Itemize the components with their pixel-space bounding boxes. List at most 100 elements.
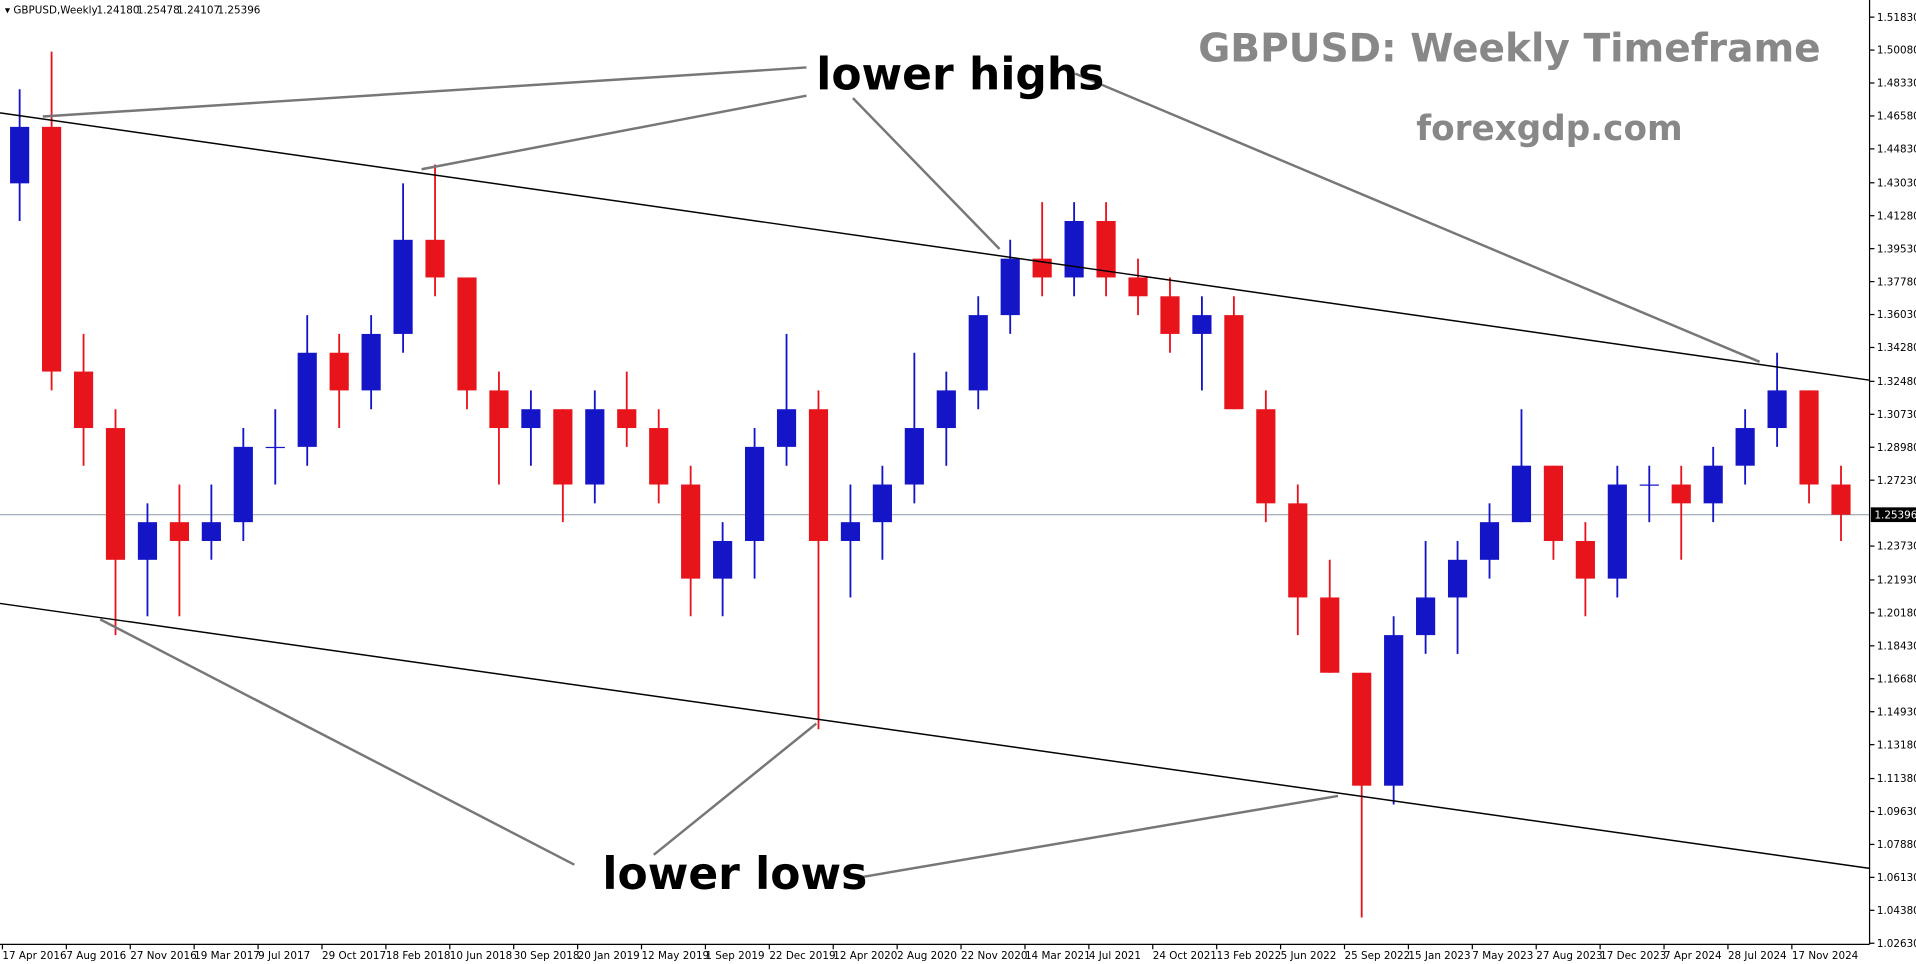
candle-body	[1799, 390, 1819, 485]
x-tick-label: 18 Feb 2018	[386, 950, 451, 962]
x-tick-label: 14 Mar 2021	[1025, 950, 1091, 962]
x-tick-label: 17 Dec 2023	[1600, 950, 1666, 962]
x-tick-label: 24 Oct 2021	[1153, 950, 1217, 962]
candle-body	[1607, 484, 1627, 579]
chart-subtitle: forexgdp.com	[1416, 109, 1682, 149]
candle-body	[776, 409, 797, 447]
candle-body	[1703, 465, 1723, 504]
y-tick-label: 1.28980	[1877, 442, 1916, 454]
y-tick-label: 1.07880	[1877, 839, 1916, 851]
candle-body	[10, 126, 30, 184]
current-price-label: 1.25396	[1874, 509, 1916, 521]
y-tick-label: 1.50080	[1877, 45, 1916, 57]
y-tick-label: 1.23730	[1877, 541, 1916, 553]
y-tick-label: 1.11380	[1877, 773, 1916, 785]
candle-body	[1096, 220, 1116, 278]
x-tick-label: 4 Jul 2021	[1089, 950, 1141, 962]
y-tick-label: 1.34280	[1877, 342, 1916, 354]
candle-body	[105, 428, 126, 560]
arrow	[421, 94, 807, 171]
y-tick-label: 1.48330	[1877, 78, 1916, 90]
arrow	[855, 794, 1339, 880]
x-tick-label: 27 Nov 2016	[130, 950, 196, 962]
x-tick-label: 12 Apr 2020	[833, 950, 897, 962]
current-price-box	[1870, 507, 1916, 523]
candle-body	[649, 428, 669, 485]
candle-body	[201, 522, 221, 541]
candle-body	[1064, 220, 1084, 278]
x-tick-label: 7 Apr 2024	[1664, 950, 1722, 962]
candle-body	[1767, 390, 1787, 429]
candle-body	[744, 446, 765, 541]
y-tick-label: 1.09630	[1877, 806, 1916, 818]
y-tick-label: 1.32480	[1877, 376, 1916, 388]
candle-body	[489, 390, 509, 429]
candle-body	[936, 390, 956, 429]
candle-body	[1447, 559, 1468, 598]
x-tick-label: 19 Mar 2017	[194, 950, 260, 962]
y-tick-label: 1.21930	[1877, 575, 1916, 587]
candle-body	[329, 352, 349, 391]
plot-area	[0, 51, 1870, 918]
x-tick-label: 12 May 2019	[642, 950, 710, 962]
candle-body	[1639, 484, 1659, 486]
candle-body	[1288, 503, 1308, 598]
candle-body	[1192, 315, 1212, 334]
x-tick-label: 10 Jun 2018	[450, 950, 512, 962]
candle-body	[361, 333, 381, 391]
annotation-arrows	[42, 66, 1761, 880]
y-tick-label: 1.46580	[1877, 111, 1916, 123]
candle-body	[1416, 597, 1436, 636]
ohlc: 1.24107	[177, 4, 220, 16]
ohlc: 1.25396	[218, 4, 261, 16]
candle-body	[1256, 409, 1276, 504]
lower-trend-line	[0, 602, 1870, 870]
upper-trend-line	[0, 112, 1870, 381]
candle-body	[521, 409, 541, 429]
candle-body	[1735, 428, 1755, 466]
header: ▾ GBPUSD,Weekly 1.24180 1.25478 1.24107 …	[5, 4, 261, 16]
y-tick-label: 1.36030	[1877, 309, 1916, 321]
x-tick-label: 1 Sep 2019	[705, 950, 764, 962]
candle-body	[808, 409, 829, 541]
x-tick-label: 9 Jul 2017	[258, 950, 310, 962]
x-tick-label: 29 Oct 2017	[322, 950, 386, 962]
candle-body	[585, 409, 605, 485]
arrow	[42, 66, 807, 118]
y-tick-label: 1.37780	[1877, 276, 1916, 288]
x-tick-label: 7 May 2023	[1472, 950, 1533, 962]
candle-body	[1128, 277, 1148, 297]
y-tick-label: 1.14930	[1877, 706, 1916, 718]
chart-title: GBPUSD: Weekly Timeframe	[1198, 26, 1820, 71]
x-tick-label: 22 Nov 2020	[961, 950, 1027, 962]
candle-body	[1384, 635, 1404, 786]
arrow	[652, 722, 818, 856]
x-tick-label: 17 Apr 2016	[2, 950, 66, 962]
candle-body	[1320, 597, 1340, 673]
y-tick-label: 1.44830	[1877, 144, 1916, 156]
candle-body	[425, 239, 445, 278]
candle-body	[840, 522, 861, 541]
x-tick-label: 15 Jan 2023	[1408, 950, 1470, 962]
y-tick-label: 1.41280	[1877, 210, 1916, 222]
x-tick-label: 2 Aug 2020	[897, 950, 957, 962]
y-tick-label: 1.27230	[1877, 475, 1916, 487]
candle-body	[968, 315, 988, 391]
y-tick-label: 1.16680	[1877, 673, 1916, 685]
candle-body	[169, 522, 189, 541]
y-tick-label: 1.13180	[1877, 739, 1916, 751]
x-tick-label: 25 Sep 2022	[1344, 950, 1410, 962]
candle-body	[137, 522, 158, 560]
candle-body	[1224, 315, 1244, 410]
candle-body	[1032, 258, 1052, 278]
y-tick-label: 1.04380	[1877, 905, 1916, 917]
candle-body	[1511, 465, 1532, 523]
x-tick-label: 28 Jul 2024	[1728, 950, 1787, 962]
y-tick-label: 1.51830	[1877, 12, 1916, 24]
candle-body	[872, 484, 892, 523]
y-tick-label: 1.39530	[1877, 243, 1916, 255]
candle-body	[1000, 258, 1020, 316]
candle-body	[1543, 465, 1564, 541]
